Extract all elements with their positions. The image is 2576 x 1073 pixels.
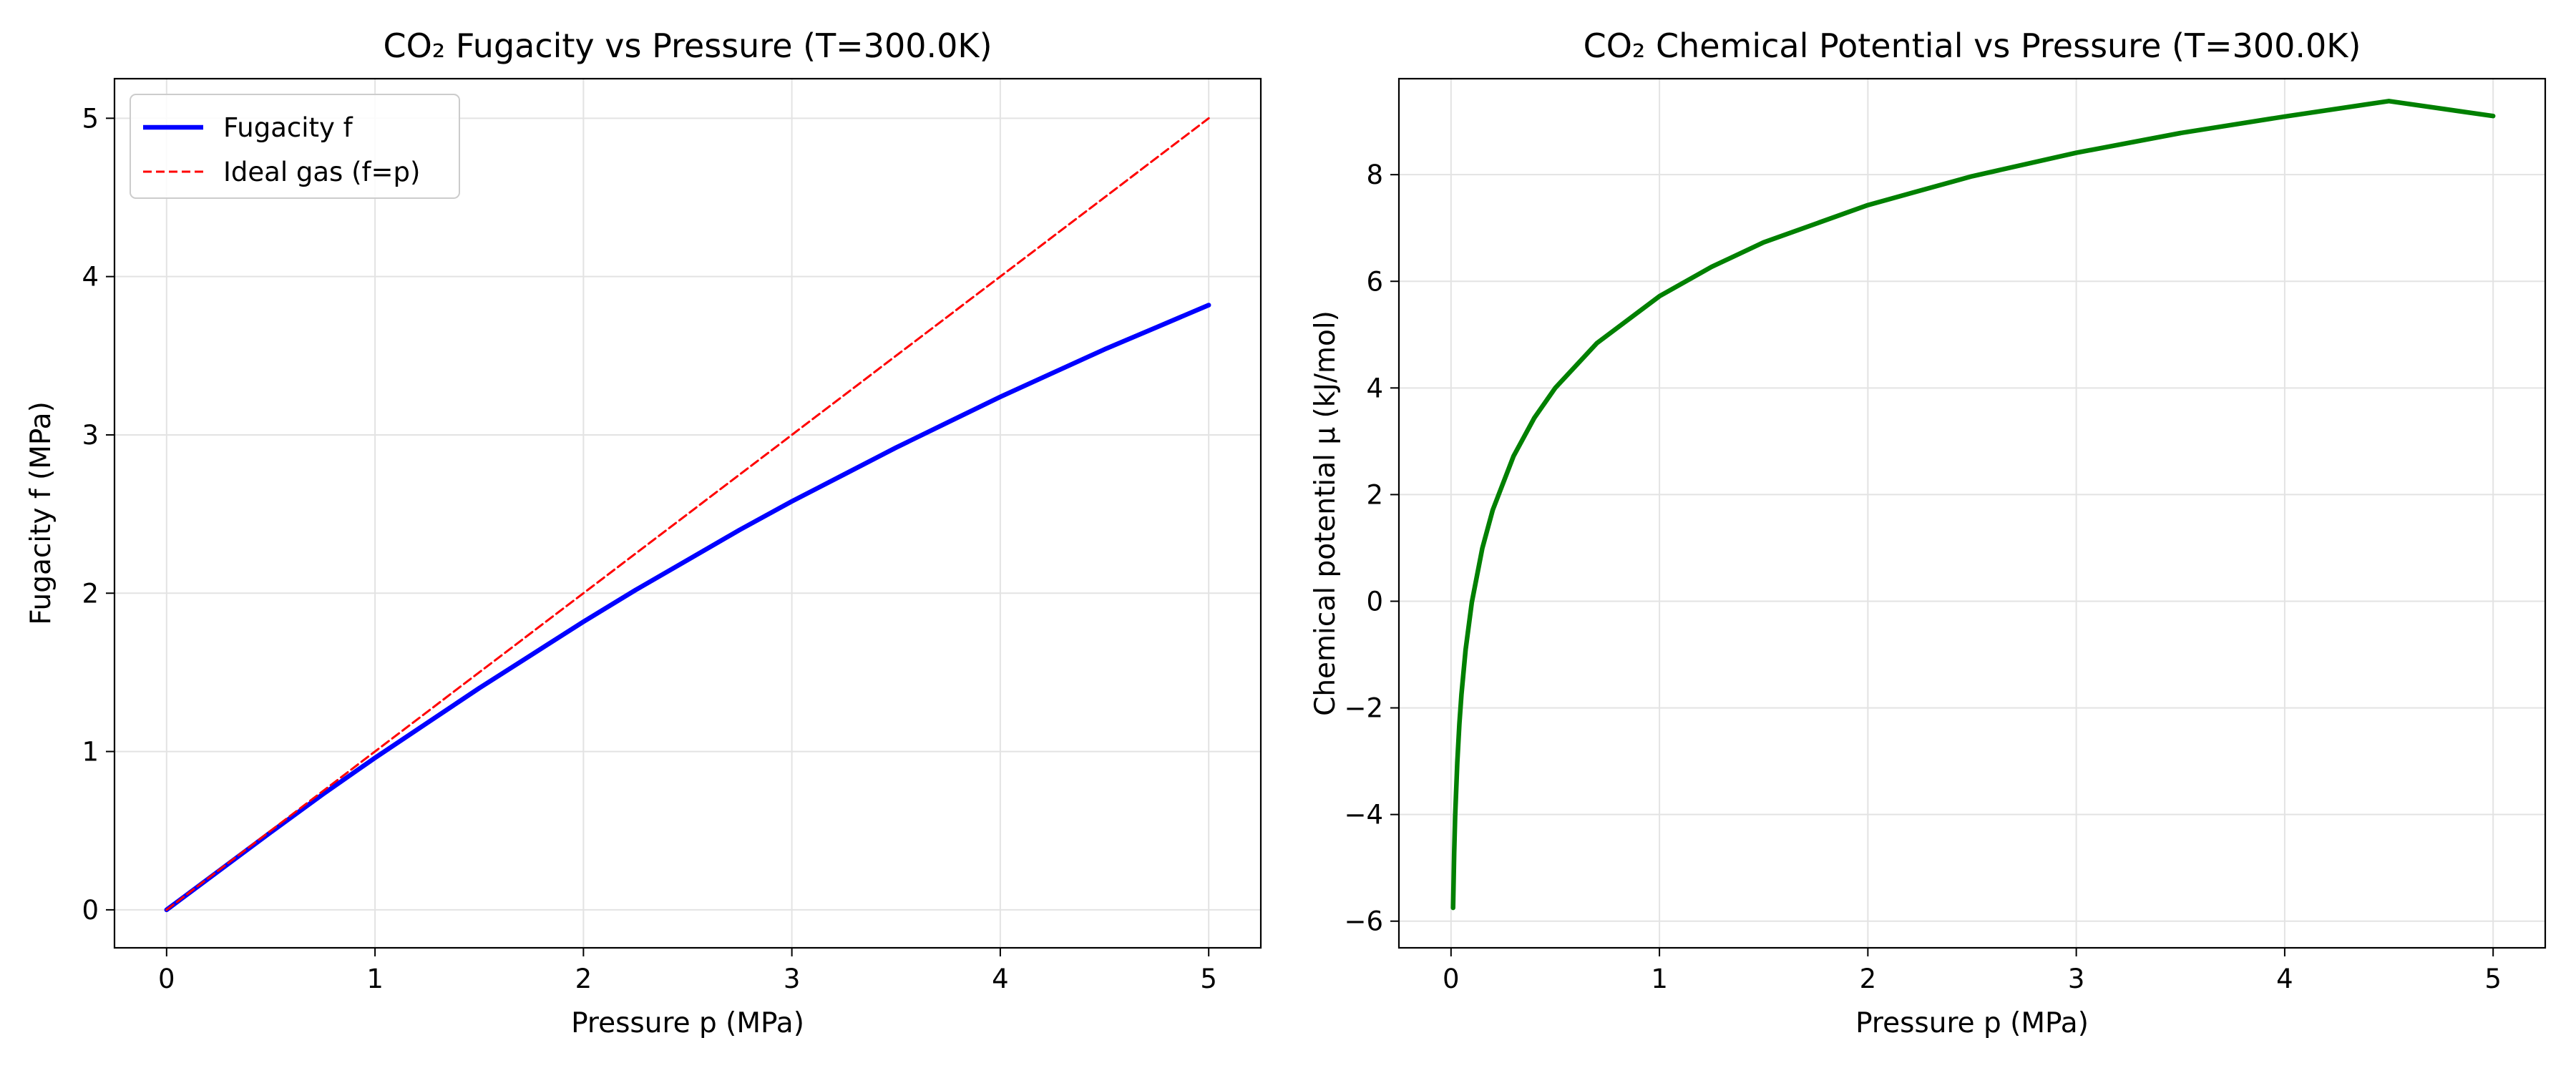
chemical-potential-x-axis-label: Pressure p (MPa) bbox=[1855, 1007, 2089, 1039]
x-tick-label: 2 bbox=[1860, 964, 1877, 994]
fugacity-series-line-1 bbox=[165, 117, 1210, 911]
x-tick-label: 4 bbox=[2276, 964, 2293, 994]
y-tick-label: 8 bbox=[1366, 160, 1383, 190]
x-tick-label: 0 bbox=[158, 964, 175, 994]
y-tick-label: 4 bbox=[1366, 373, 1383, 403]
fugacity-grid bbox=[114, 79, 1261, 948]
fugacity-x-axis-label: Pressure p (MPa) bbox=[571, 1007, 804, 1039]
chemical-potential-chart-title: CO₂ Chemical Potential vs Pressure (T=30… bbox=[1584, 26, 2361, 65]
y-tick-label: −2 bbox=[1344, 693, 1383, 724]
fugacity-chart: 0 1 2 3 4 5 0 1 2 3 4 5 CO₂ Fugacity vs Pressure (T… bbox=[25, 26, 1262, 1039]
y-tick-label: 4 bbox=[82, 262, 99, 293]
chemical-potential-series-line-0 bbox=[1450, 99, 2496, 911]
legend-label-fugacity: Fugacity f bbox=[223, 112, 353, 143]
chemical-potential-plot-frame bbox=[1397, 77, 2547, 949]
x-tick-label: 0 bbox=[1443, 964, 1460, 994]
x-tick-label: 2 bbox=[575, 964, 592, 994]
x-tick-label: 5 bbox=[1200, 964, 1217, 994]
x-tick-label: 3 bbox=[784, 964, 801, 994]
x-tick-label: 3 bbox=[2068, 964, 2085, 994]
fugacity-plot-frame bbox=[113, 77, 1262, 949]
y-tick-label: 0 bbox=[82, 895, 99, 926]
fugacity-y-axis-label: Fugacity f (MPa) bbox=[25, 401, 57, 625]
x-tick-label: 1 bbox=[366, 964, 384, 994]
y-tick-label: 1 bbox=[82, 737, 99, 768]
chemical-potential-ticks: 0 1 2 3 4 5 −6 −4 −2 0 2 4 6 8 bbox=[1344, 160, 2502, 994]
fugacity-ticks: 0 1 2 3 4 5 0 1 2 3 4 5 bbox=[82, 103, 1217, 994]
chemical-potential-y-axis-label: Chemical potential μ (kJ/mol) bbox=[1309, 310, 1342, 716]
fugacity-legend: Fugacity f Ideal gas (f=p) bbox=[130, 94, 460, 199]
y-tick-label: −4 bbox=[1344, 800, 1383, 831]
y-tick-label: 5 bbox=[82, 103, 99, 134]
y-tick-label: 6 bbox=[1366, 266, 1383, 297]
legend-label-ideal-gas: Ideal gas (f=p) bbox=[223, 157, 420, 187]
x-tick-label: 1 bbox=[1651, 964, 1668, 994]
y-tick-label: 3 bbox=[82, 420, 99, 451]
legend-box bbox=[130, 94, 460, 199]
fugacity-series-layer bbox=[164, 117, 1211, 913]
x-tick-label: 5 bbox=[2484, 964, 2502, 994]
chemical-potential-series-layer bbox=[1450, 99, 2496, 911]
x-tick-label: 4 bbox=[992, 964, 1009, 994]
y-tick-label: 2 bbox=[1366, 479, 1383, 510]
chemical-potential-chart: 0 1 2 3 4 5 −6 −4 −2 0 2 4 6 8 CO₂ Chemical Potential… bbox=[1309, 26, 2547, 1039]
fugacity-chart-title: CO₂ Fugacity vs Pressure (T=300.0K) bbox=[383, 26, 992, 65]
fugacity-series-line-0 bbox=[164, 303, 1211, 913]
y-tick-label: 2 bbox=[82, 578, 99, 609]
y-tick-label: −6 bbox=[1344, 906, 1383, 937]
y-tick-label: 0 bbox=[1366, 586, 1383, 617]
